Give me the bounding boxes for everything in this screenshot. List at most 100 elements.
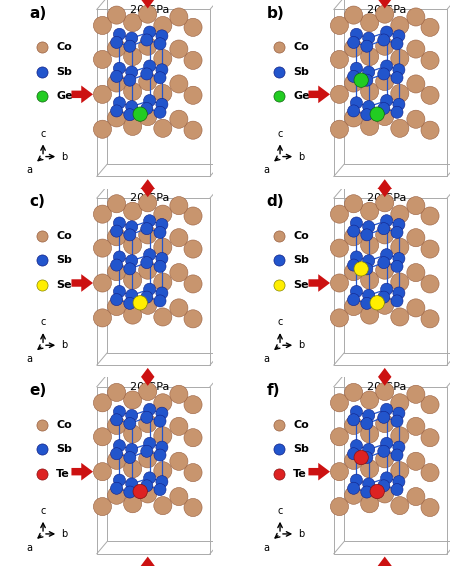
Circle shape xyxy=(381,95,392,106)
Polygon shape xyxy=(376,365,393,386)
Circle shape xyxy=(376,37,394,55)
Circle shape xyxy=(113,285,126,298)
Circle shape xyxy=(108,486,126,504)
Text: Sb: Sb xyxy=(56,255,72,265)
Text: Se: Se xyxy=(56,280,72,290)
Circle shape xyxy=(350,440,363,452)
Circle shape xyxy=(391,449,403,461)
Circle shape xyxy=(139,37,157,55)
Circle shape xyxy=(126,221,138,233)
Circle shape xyxy=(361,229,373,241)
Circle shape xyxy=(421,428,439,447)
Circle shape xyxy=(124,48,142,66)
Circle shape xyxy=(330,239,348,257)
Circle shape xyxy=(345,109,363,127)
Circle shape xyxy=(124,83,142,101)
Circle shape xyxy=(170,75,188,93)
Circle shape xyxy=(381,215,392,227)
Circle shape xyxy=(156,475,168,488)
Circle shape xyxy=(347,294,360,306)
Circle shape xyxy=(139,414,157,432)
Circle shape xyxy=(154,415,166,427)
Circle shape xyxy=(350,285,363,298)
Circle shape xyxy=(144,438,155,449)
Polygon shape xyxy=(376,368,393,389)
Circle shape xyxy=(376,261,394,279)
Circle shape xyxy=(330,498,348,516)
Text: b: b xyxy=(298,152,304,162)
Text: c): c) xyxy=(30,194,46,209)
Circle shape xyxy=(391,415,403,427)
Circle shape xyxy=(361,14,379,32)
Circle shape xyxy=(407,299,425,317)
Circle shape xyxy=(376,383,394,401)
Circle shape xyxy=(110,294,123,306)
Circle shape xyxy=(391,205,409,223)
Circle shape xyxy=(124,486,136,498)
Circle shape xyxy=(345,417,363,435)
Circle shape xyxy=(170,8,188,26)
Text: 20 GPa: 20 GPa xyxy=(130,382,169,392)
Circle shape xyxy=(361,495,379,513)
Circle shape xyxy=(363,32,375,44)
Text: Co: Co xyxy=(56,419,72,430)
Circle shape xyxy=(361,306,379,324)
Circle shape xyxy=(156,407,168,419)
Polygon shape xyxy=(376,556,393,566)
Circle shape xyxy=(139,261,157,279)
Circle shape xyxy=(108,383,126,401)
Circle shape xyxy=(93,274,111,292)
Text: b: b xyxy=(298,340,304,350)
Circle shape xyxy=(113,217,126,229)
Circle shape xyxy=(124,495,142,513)
Circle shape xyxy=(124,271,142,289)
Circle shape xyxy=(154,226,166,238)
Circle shape xyxy=(347,448,360,460)
Circle shape xyxy=(330,85,348,104)
Circle shape xyxy=(330,120,348,138)
Circle shape xyxy=(347,225,360,237)
Circle shape xyxy=(376,108,394,126)
Circle shape xyxy=(156,64,168,76)
Circle shape xyxy=(144,60,155,72)
Circle shape xyxy=(363,478,375,490)
Polygon shape xyxy=(72,85,93,103)
Circle shape xyxy=(378,222,390,235)
Circle shape xyxy=(154,295,166,307)
Text: Ge: Ge xyxy=(293,91,310,101)
Circle shape xyxy=(108,417,126,435)
Circle shape xyxy=(154,449,166,461)
Circle shape xyxy=(154,106,166,118)
Circle shape xyxy=(391,427,409,445)
Circle shape xyxy=(154,205,172,223)
Circle shape xyxy=(124,418,136,430)
Circle shape xyxy=(126,443,138,456)
Circle shape xyxy=(361,83,379,101)
Circle shape xyxy=(391,49,409,67)
Circle shape xyxy=(407,40,425,58)
Circle shape xyxy=(330,309,348,327)
Circle shape xyxy=(376,485,394,503)
Circle shape xyxy=(330,205,348,223)
Circle shape xyxy=(184,428,202,447)
Circle shape xyxy=(170,452,188,470)
Circle shape xyxy=(421,499,439,517)
Text: 20 GPa: 20 GPa xyxy=(367,194,406,203)
Circle shape xyxy=(345,6,363,24)
Circle shape xyxy=(124,117,142,135)
Circle shape xyxy=(363,289,375,301)
Circle shape xyxy=(110,105,123,117)
Circle shape xyxy=(133,295,147,310)
Circle shape xyxy=(393,64,405,76)
Text: Sb: Sb xyxy=(56,67,72,77)
Circle shape xyxy=(345,195,363,213)
Circle shape xyxy=(393,475,405,488)
Text: Co: Co xyxy=(56,231,72,241)
Circle shape xyxy=(170,299,188,317)
Circle shape xyxy=(108,74,126,92)
Circle shape xyxy=(363,409,375,422)
Text: Co: Co xyxy=(293,419,309,430)
Circle shape xyxy=(124,40,136,52)
Circle shape xyxy=(124,14,142,32)
Polygon shape xyxy=(451,274,473,292)
